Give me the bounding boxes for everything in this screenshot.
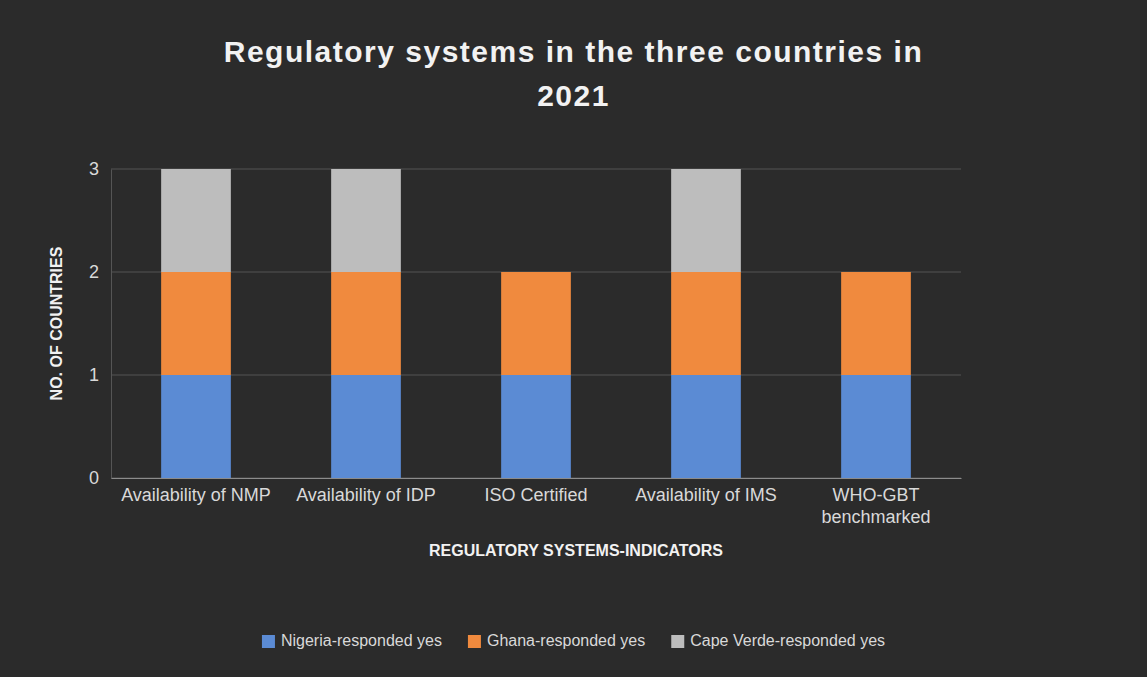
bar — [841, 375, 911, 478]
tick: Availability of IDP — [296, 478, 436, 505]
series — [161, 375, 911, 478]
y-axis-title: NO. OF COUNTRIES — [48, 246, 65, 400]
bar — [331, 169, 401, 272]
tick: Availability of NMP — [121, 478, 271, 505]
tick-label: 2 — [89, 262, 99, 282]
bar — [161, 169, 231, 272]
grid — [111, 169, 961, 478]
tick: 3 — [89, 159, 111, 179]
bar — [671, 169, 741, 272]
bar — [501, 272, 571, 273]
title: Regulatory systems in the three countrie… — [224, 35, 924, 112]
tick-label: Availability of IMS — [635, 485, 777, 505]
bars — [161, 169, 911, 478]
legend-swatch — [262, 635, 275, 648]
legend-item: Ghana-responded yes — [468, 632, 645, 649]
tick-label: 0 — [89, 468, 99, 488]
bar — [161, 272, 231, 375]
bar — [331, 272, 401, 375]
tick: 2 — [89, 262, 111, 282]
series — [161, 169, 741, 272]
legend: Nigeria-responded yes Ghana-responded yes… — [262, 632, 885, 649]
tick: Availability of IMS — [635, 478, 777, 505]
tick-label: Availability of IDP — [296, 485, 436, 505]
bar — [671, 375, 741, 478]
tick-label: 3 — [89, 159, 99, 179]
legend-label: Nigeria-responded yes — [281, 632, 442, 649]
bar — [841, 272, 911, 273]
tick: ISO Certified — [484, 478, 587, 505]
tick: WHO-GBTbenchmarked — [821, 478, 930, 527]
tick-label: Availability of NMP — [121, 485, 271, 505]
tick-label: 1 — [89, 365, 99, 385]
y-axis: 0 1 2 3 — [89, 159, 112, 488]
bar — [841, 272, 911, 375]
legend-swatch — [468, 635, 481, 648]
bar — [501, 375, 571, 478]
legend-label: Ghana-responded yes — [487, 632, 645, 649]
background — [0, 0, 1147, 677]
grid-line — [111, 169, 961, 170]
series — [161, 272, 911, 375]
x-axis: Availability of NMP Availability of IDP IS… — [112, 478, 962, 527]
tick-label: ISO Certified — [484, 485, 587, 505]
tick-label: WHO-GBTbenchmarked — [821, 485, 930, 527]
bar — [501, 272, 571, 375]
tick: 0 — [89, 468, 111, 488]
bar — [161, 375, 231, 478]
axis-line — [112, 478, 962, 479]
bar — [671, 272, 741, 375]
legend-label: Cape Verde-responded yes — [690, 632, 885, 649]
legend-swatch — [671, 635, 684, 648]
bar — [331, 375, 401, 478]
x-axis-title: REGULATORY SYSTEMS-INDICATORS — [429, 542, 723, 559]
chart: Regulatory systems in the three countrie… — [0, 0, 1147, 677]
axis-line — [111, 170, 112, 479]
legend-item: Cape Verde-responded yes — [671, 632, 885, 649]
tick: 1 — [89, 365, 111, 385]
legend-item: Nigeria-responded yes — [262, 632, 442, 649]
